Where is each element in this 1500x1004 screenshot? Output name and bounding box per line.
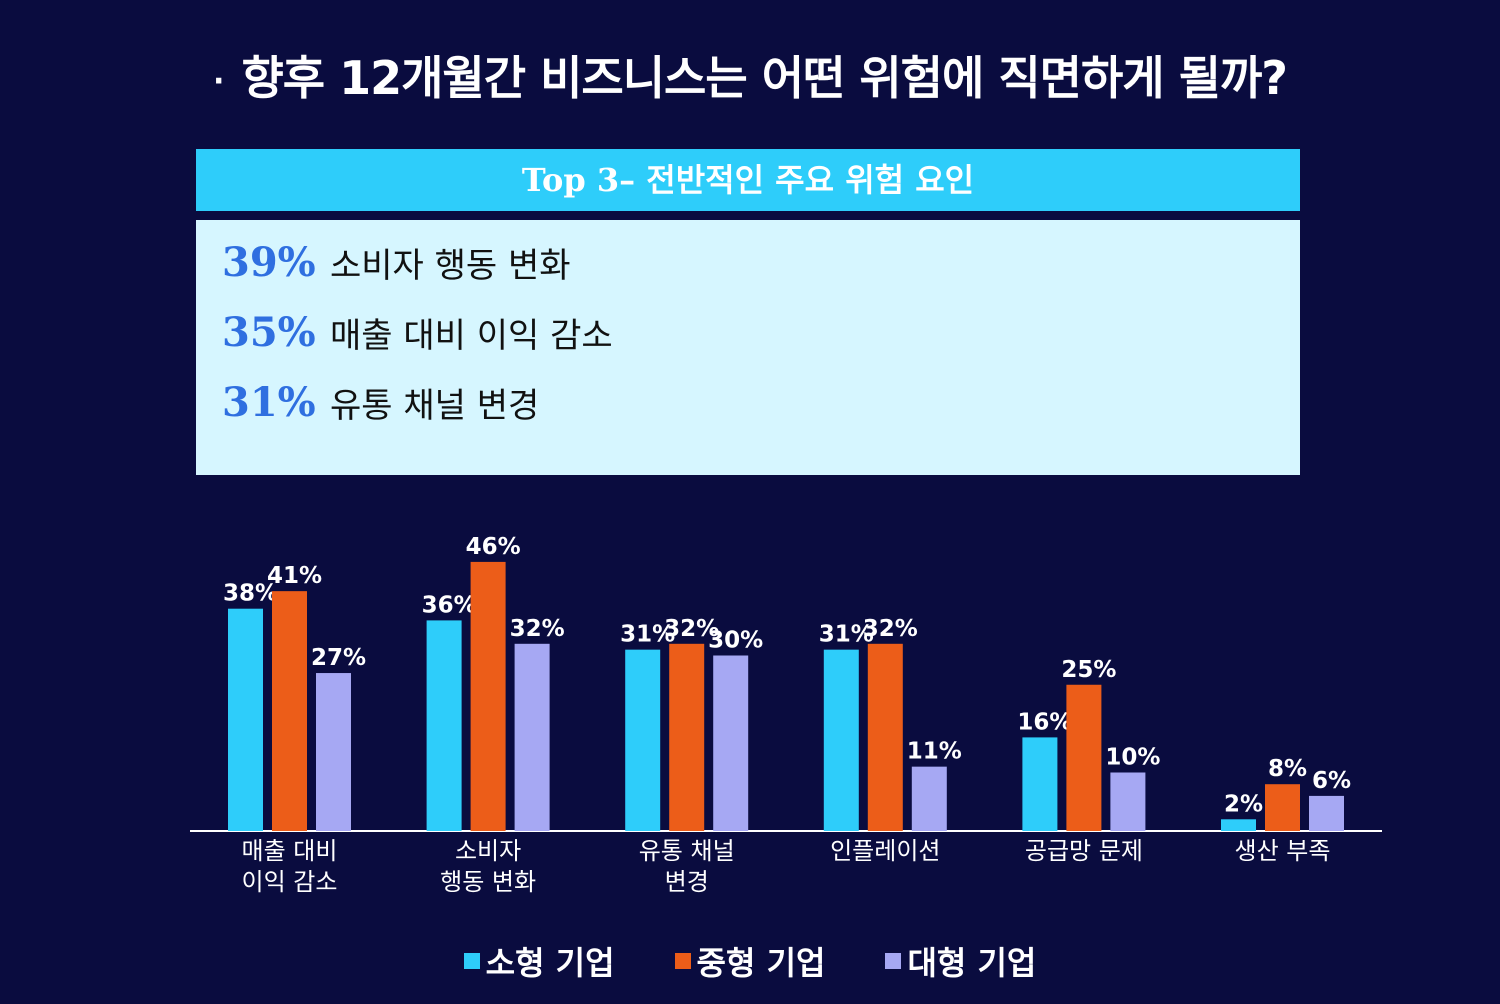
top3-item-label: 소비자 행동 변화 bbox=[330, 245, 571, 286]
bar bbox=[867, 643, 903, 831]
bar bbox=[625, 649, 661, 831]
bar bbox=[272, 591, 307, 831]
top3-item-label: 매출 대비 이익 감소 bbox=[330, 315, 613, 356]
legend-swatch-medium bbox=[674, 953, 691, 969]
bar bbox=[1022, 737, 1058, 831]
legend-swatch-small bbox=[463, 953, 480, 969]
data-label: 41% bbox=[267, 563, 322, 589]
legend-label-small: 소형 기업 bbox=[485, 944, 615, 982]
bar bbox=[316, 673, 351, 831]
top3-item: 31% 유통 채널 변경 bbox=[222, 372, 539, 432]
data-label: 27% bbox=[311, 645, 366, 671]
bar bbox=[669, 643, 705, 831]
legend-label-medium: 중형 기업 bbox=[696, 944, 826, 982]
data-label: 31% bbox=[620, 622, 675, 648]
data-label: 16% bbox=[1017, 709, 1072, 735]
bar bbox=[1265, 784, 1300, 831]
category-label: 소비자 bbox=[455, 837, 521, 865]
data-label: 32% bbox=[863, 616, 918, 642]
data-label: 8% bbox=[1268, 756, 1307, 782]
legend-label-large: 대형 기업 bbox=[907, 944, 1037, 982]
bar bbox=[1110, 772, 1146, 831]
category-label: 생산 부족 bbox=[1235, 837, 1331, 865]
title-text: 향후 12개월간 비즈니스는 어떤 위험에 직면하게 될까? bbox=[241, 51, 1288, 105]
bar bbox=[1221, 819, 1256, 831]
bar bbox=[228, 608, 263, 831]
bar bbox=[470, 561, 506, 831]
data-label: 25% bbox=[1061, 657, 1116, 683]
title-bullet: · bbox=[213, 64, 224, 99]
top3-item-label: 유통 채널 변경 bbox=[330, 385, 540, 426]
data-label: 36% bbox=[422, 592, 477, 618]
category-label: 변경 bbox=[665, 868, 709, 896]
data-label: 10% bbox=[1105, 745, 1160, 771]
top3-header: Top 3– 전반적인 주요 위험 요인 bbox=[196, 149, 1300, 211]
bar bbox=[1309, 795, 1344, 831]
data-label: 11% bbox=[907, 739, 962, 765]
bar bbox=[713, 655, 749, 831]
category-label: 인플레이션 bbox=[830, 837, 940, 865]
category-label: 유통 채널 bbox=[639, 837, 735, 865]
top3-item: 39% 소비자 행동 변화 bbox=[222, 232, 571, 292]
top3-header-title: 전반적인 주요 위험 요인 bbox=[646, 161, 975, 199]
top3-item: 35% 매출 대비 이익 감소 bbox=[222, 302, 613, 362]
top3-item-pct: 31% bbox=[222, 378, 316, 426]
bar bbox=[426, 620, 462, 831]
category-label: 공급망 문제 bbox=[1025, 837, 1143, 865]
bar bbox=[514, 643, 550, 831]
data-label: 38% bbox=[223, 581, 278, 607]
bar bbox=[911, 766, 947, 831]
data-label: 30% bbox=[708, 628, 763, 654]
bar bbox=[1066, 684, 1102, 831]
data-label: 32% bbox=[510, 616, 565, 642]
category-label: 행동 변화 bbox=[440, 868, 536, 896]
legend-item-small: 소형 기업 bbox=[463, 938, 615, 984]
top3-box: 39% 소비자 행동 변화 35% 매출 대비 이익 감소 31% 유통 채널 … bbox=[196, 220, 1300, 475]
legend-swatch-large bbox=[885, 953, 902, 969]
data-label: 6% bbox=[1312, 768, 1351, 794]
category-label: 매출 대비 bbox=[242, 837, 338, 865]
top3-item-pct: 39% bbox=[222, 238, 316, 286]
category-label: 이익 감소 bbox=[242, 868, 338, 896]
data-label: 32% bbox=[664, 616, 719, 642]
chart-legend: 소형 기업 중형 기업 대형 기업 bbox=[0, 938, 1500, 984]
bar bbox=[823, 649, 859, 831]
legend-item-medium: 중형 기업 bbox=[674, 938, 826, 984]
top3-item-pct: 35% bbox=[222, 308, 316, 356]
page-title: · 향후 12개월간 비즈니스는 어떤 위험에 직면하게 될까? bbox=[0, 42, 1500, 108]
data-label: 2% bbox=[1224, 791, 1263, 817]
legend-item-large: 대형 기업 bbox=[885, 938, 1036, 984]
top3-header-prefix: Top 3– bbox=[521, 161, 636, 199]
data-label: 31% bbox=[819, 622, 874, 648]
data-label: 46% bbox=[466, 534, 521, 560]
